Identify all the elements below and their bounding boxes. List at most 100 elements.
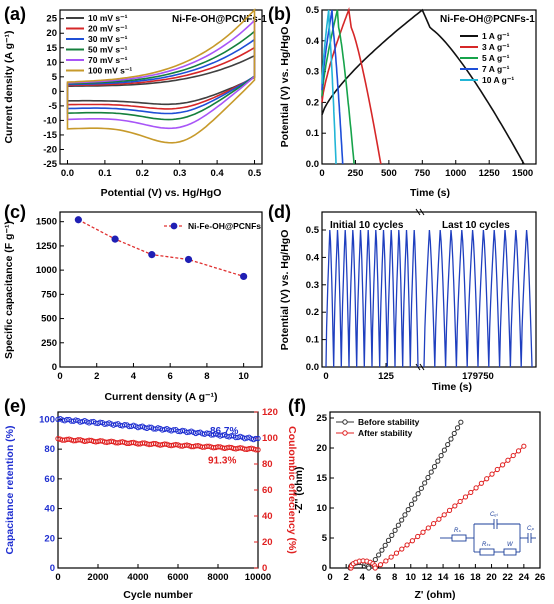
- panel-label-f: (f): [288, 396, 306, 416]
- y-tick-label: 5: [52, 72, 58, 83]
- nyquist-point: [445, 441, 451, 448]
- nyquist-point: [372, 565, 378, 571]
- annotation-b: Ni-Fe-OH@PCNFs-1: [440, 14, 535, 25]
- retention-point: [204, 430, 210, 436]
- y2-axis-label-e: Coulombic effeciency (%): [286, 426, 298, 554]
- label-cdl: Cₑₗ: [490, 512, 499, 518]
- legend-label: 3 A g⁻¹: [482, 42, 510, 52]
- y2-tick-label: 60: [262, 485, 273, 496]
- retention-point: [255, 435, 261, 442]
- nyquist-point: [515, 448, 522, 454]
- x-tick-label: 0: [319, 168, 324, 179]
- legend-label: 5 A g⁻¹: [482, 53, 510, 63]
- label-rct: Rₜₛ: [482, 542, 491, 548]
- x-tick-label: 12: [422, 572, 433, 583]
- nyquist-point: [382, 542, 388, 548]
- retention-annotation: 86.7%: [210, 426, 238, 437]
- legend-label: 1 A g⁻¹: [482, 31, 510, 41]
- nyquist-point: [379, 547, 385, 553]
- nyquist-point: [418, 485, 424, 491]
- legend-c: Ni-Fe-OH@PCNFs: [164, 221, 261, 231]
- series-f: [347, 419, 527, 571]
- nyquist-point: [409, 538, 415, 544]
- nyquist-point: [393, 550, 400, 556]
- x-tick-label: 1500: [512, 168, 533, 179]
- x-tick-label: 4: [131, 371, 137, 382]
- y-axis-label-a: Current density (A g⁻¹): [3, 30, 15, 143]
- legend-label: 100 mV s⁻¹: [88, 66, 132, 76]
- y-axis-label-b: Potential (V) vs. Hg/HgO: [279, 27, 291, 148]
- y2-tick-label: 40: [262, 511, 273, 522]
- nyquist-point: [478, 480, 484, 486]
- y-tick-label: 0.4: [306, 252, 320, 263]
- y-tick-label: 15: [46, 43, 57, 54]
- x-tick-label: 0.1: [98, 168, 112, 179]
- nyquist-point: [451, 430, 457, 437]
- nyquist-point: [366, 565, 372, 571]
- y-tick-label: 250: [41, 338, 57, 349]
- x-tick-label: 179750: [462, 371, 494, 382]
- nyquist-point: [500, 462, 506, 468]
- y-tick-label: 0.5: [306, 225, 320, 236]
- panel-c: (c) 0 2 4 6 8 10 0 250 500 750 1000 1250 1500 Ni-Fe-…: [3, 202, 263, 403]
- nyquist-point: [521, 443, 527, 449]
- y-axis-label-f: -Z'' (ohm): [293, 467, 305, 514]
- y2-tick-label: 0: [262, 563, 267, 574]
- legend-marker: [342, 430, 348, 436]
- axis-ticks-b: 0 250 500 750 1000 1250 1500 0.0 0.1 0.2 0.3 0.4 0.5: [306, 5, 533, 179]
- y-tick-label: 15: [316, 473, 327, 484]
- x-tick-label: 250: [348, 168, 364, 179]
- nyquist-point: [494, 466, 500, 473]
- nyquist-point: [457, 498, 463, 505]
- y2-tick-label: 120: [262, 407, 278, 418]
- y-tick-label: -5: [49, 101, 58, 112]
- x-tick-label: 6: [168, 371, 173, 382]
- retention-point: [228, 433, 235, 439]
- gcd-curve: [321, 9, 355, 165]
- retention-point: [121, 422, 128, 428]
- axis-break: [419, 208, 425, 216]
- nyquist-point: [441, 512, 447, 518]
- nyquist-point: [408, 501, 415, 507]
- nyquist-point: [388, 554, 394, 560]
- x-axis-label-b: Time (s): [410, 187, 450, 199]
- segment-label-initial: Initial 10 cycles: [330, 220, 404, 231]
- data-point: [74, 216, 82, 224]
- retention-point: [179, 427, 186, 434]
- x-axis-label-f: Z' (ohm): [415, 589, 456, 601]
- y-tick-label: 0.3: [306, 67, 319, 78]
- nyquist-point: [420, 529, 426, 535]
- y-tick-label: 0: [322, 563, 327, 574]
- x-tick-label: 10: [405, 572, 416, 583]
- nyquist-point: [377, 562, 384, 568]
- x-tick-label: 0.3: [173, 168, 186, 179]
- y-tick-label: 0: [52, 86, 57, 97]
- legend-marker: [170, 222, 178, 230]
- panel-e: (e) 0 2000 4000 6000 8000 1000002040608010002…: [4, 396, 298, 601]
- legend-label: 70 mV s⁻¹: [88, 55, 128, 65]
- y-tick-label: 1000: [36, 265, 57, 276]
- legend-label: 10 A g⁻¹: [482, 75, 514, 85]
- data-point: [240, 272, 248, 281]
- gcd-curve: [321, 9, 344, 165]
- nyquist-point: [505, 457, 511, 463]
- retention-point: [73, 417, 79, 423]
- data-point: [148, 251, 156, 259]
- axis-ticks-d: 0.0 0.1 0.2 0.3 0.4 0.5 0 125 179750: [306, 208, 494, 382]
- panel-d: (d) 0.0 0.1 0.2 0.3 0.4 0.5 0 125 179750 Initial…: [268, 202, 537, 393]
- nyquist-point: [431, 464, 438, 470]
- y-tick-label: 80: [44, 444, 55, 455]
- legend-a: 10 mV s⁻¹20 mV s⁻¹30 mV s⁻¹50 mV s⁻¹70 m…: [66, 13, 132, 76]
- nyquist-point: [425, 525, 431, 531]
- x-tick-label: 26: [535, 572, 546, 583]
- y-tick-label: 0.4: [306, 36, 320, 47]
- y-tick-label: 100: [39, 414, 55, 425]
- x-tick-label: 0.5: [248, 168, 262, 179]
- y-tick-label: -20: [43, 144, 57, 155]
- y-tick-label: 0: [52, 362, 57, 373]
- x-tick-label: 10: [238, 371, 249, 382]
- retention-point: [253, 435, 259, 442]
- x-tick-label: 0: [57, 371, 62, 382]
- y-tick-label: 20: [46, 28, 57, 39]
